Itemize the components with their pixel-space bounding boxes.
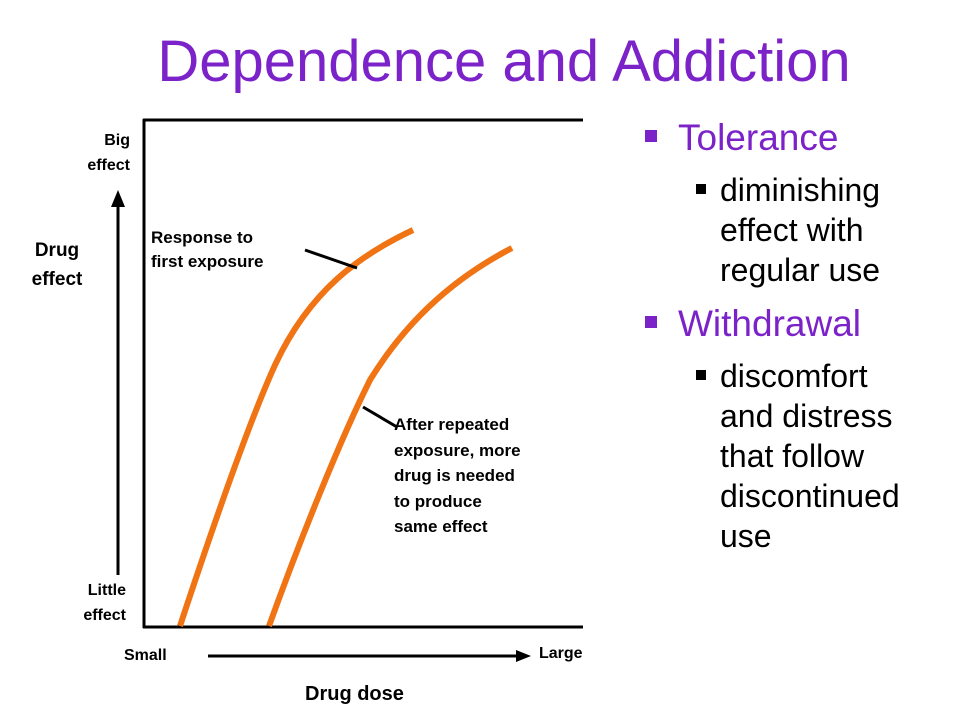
bullet-list: Tolerance diminishing effect with regula… bbox=[640, 112, 960, 564]
y-axis-label: Drug effect bbox=[31, 240, 83, 290]
y-bottom-label: Little effect bbox=[83, 582, 126, 624]
x-left-label: Small bbox=[124, 647, 167, 664]
x-axis-label: Drug dose bbox=[305, 683, 404, 705]
first-exposure-annotation: Response to first exposure bbox=[151, 228, 264, 271]
effect-arrow-head bbox=[111, 190, 125, 207]
bullet-withdrawal: Withdrawal bbox=[640, 298, 960, 350]
repeated-exposure-annotation: After repeated exposure, more drug is ne… bbox=[394, 415, 521, 536]
x-right-label: Large bbox=[539, 645, 583, 662]
square-bullet-icon bbox=[645, 316, 657, 328]
sub-bullet-tolerance-definition: diminishing effect with regular use bbox=[640, 170, 960, 290]
first-exposure-curve bbox=[177, 227, 415, 627]
sub-bullet-withdrawal-definition: discomfort and distress that follow disc… bbox=[640, 356, 960, 556]
dose-arrow-head bbox=[516, 650, 531, 662]
repeated-exposure-curve bbox=[266, 245, 514, 628]
bullet-tolerance: Tolerance bbox=[640, 112, 960, 164]
y-top-label: Big effect bbox=[87, 132, 130, 174]
square-bullet-icon bbox=[696, 370, 706, 380]
square-bullet-icon bbox=[645, 130, 657, 142]
repeated-exposure-leader bbox=[362, 405, 398, 429]
slide-title: Dependence and Addiction bbox=[157, 29, 851, 94]
square-bullet-icon bbox=[696, 184, 706, 194]
first-exposure-leader bbox=[304, 248, 358, 270]
